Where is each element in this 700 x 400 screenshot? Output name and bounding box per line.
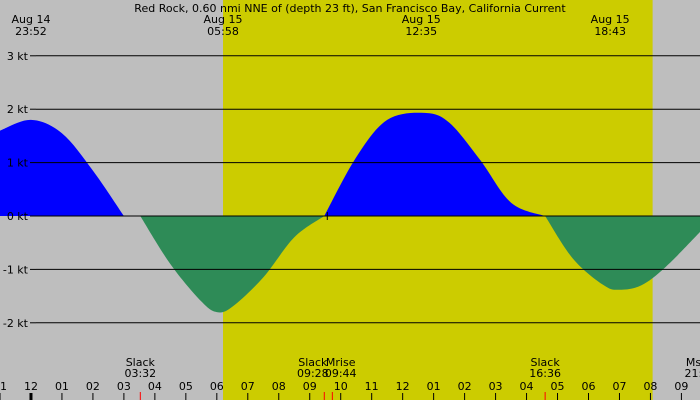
flood-area-0 <box>0 119 124 216</box>
y-tick-label: 0 kt <box>7 210 29 223</box>
bottom-annotation-line1: Slack <box>531 356 561 369</box>
top-annotation-line2: 18:43 <box>594 25 626 38</box>
x-tick-label: 04 <box>148 380 162 393</box>
y-tick-label: 2 kt <box>7 103 29 116</box>
top-annotation-line1: Aug 15 <box>204 13 243 26</box>
ebb-area-1 <box>140 216 325 313</box>
y-tick-label: 1 kt <box>7 157 29 170</box>
chart-title: Red Rock, 0.60 nmi NNE of (depth 23 ft),… <box>134 2 566 15</box>
x-tick-label: 02 <box>458 380 472 393</box>
current-areas <box>0 112 700 313</box>
x-tick-label: 04 <box>520 380 534 393</box>
x-tick-label: 07 <box>241 380 255 393</box>
bottom-annotation-line1: Slack <box>126 356 156 369</box>
x-tick-label: 01 <box>427 380 441 393</box>
x-tick-label: 11 <box>0 380 7 393</box>
x-tick-labels: 11 12 01 02 03 04 05 06 07 08 09 10 11 12 01 02 03 04 05 06… <box>0 380 688 400</box>
bottom-annotation-line2: 09:28 <box>297 367 329 380</box>
bottom-annotation-line1: Slack <box>298 356 328 369</box>
x-tick-label: 11 <box>365 380 379 393</box>
x-tick-label: 09 <box>674 380 688 393</box>
bottom-annotations: Slack03:32Slack09:28Mrise09:44Slack16:36… <box>124 356 700 380</box>
grid-lines <box>36 55 700 324</box>
crosshair-marker <box>323 212 332 220</box>
top-annotation-line1: Aug 15 <box>591 13 630 26</box>
y-tick-label: 3 kt <box>7 50 29 63</box>
x-tick-label: 06 <box>581 380 595 393</box>
x-tick-label: 02 <box>86 380 100 393</box>
top-annotation-line1: Aug 15 <box>402 13 441 26</box>
x-tick-label: 12 <box>396 380 410 393</box>
ebb-area-3 <box>545 216 700 290</box>
y-tick-label: -1 kt <box>3 263 29 276</box>
bottom-annotation-line2: 03:32 <box>124 367 156 380</box>
x-tick-label: 03 <box>489 380 503 393</box>
x-tick-label: 08 <box>643 380 657 393</box>
flood-area-2 <box>324 112 546 216</box>
bottom-annotation-line1: Mrise <box>326 356 356 369</box>
event-ticks <box>139 212 546 400</box>
x-tick-label: 05 <box>551 380 565 393</box>
bottom-annotation-line2: 21:3 <box>685 367 700 380</box>
x-tick-label: 09 <box>303 380 317 393</box>
top-annotation-line2: 05:58 <box>207 25 239 38</box>
bottom-annotation-line2: 09:44 <box>325 367 357 380</box>
x-tick-label: 12 <box>24 380 38 393</box>
top-annotation-line2: 23:52 <box>15 25 47 38</box>
x-tick-label: 10 <box>334 380 348 393</box>
x-tick-label: 05 <box>179 380 193 393</box>
y-tick-label: -2 kt <box>3 317 29 330</box>
x-tick-label: 07 <box>612 380 626 393</box>
x-tick-label: 06 <box>210 380 224 393</box>
top-annotation-line2: 12:35 <box>405 25 437 38</box>
y-tick-labels: 3 kt 2 kt 1 kt 0 kt -1 kt -2 kt <box>3 50 36 330</box>
x-tick-label: 01 <box>55 380 69 393</box>
top-annotation-line1: Aug 14 <box>11 13 50 26</box>
x-tick-label: 03 <box>117 380 131 393</box>
x-tick-label: 08 <box>272 380 286 393</box>
bottom-annotation-line1: Mse <box>686 356 700 369</box>
bottom-annotation-line2: 16:36 <box>529 367 561 380</box>
